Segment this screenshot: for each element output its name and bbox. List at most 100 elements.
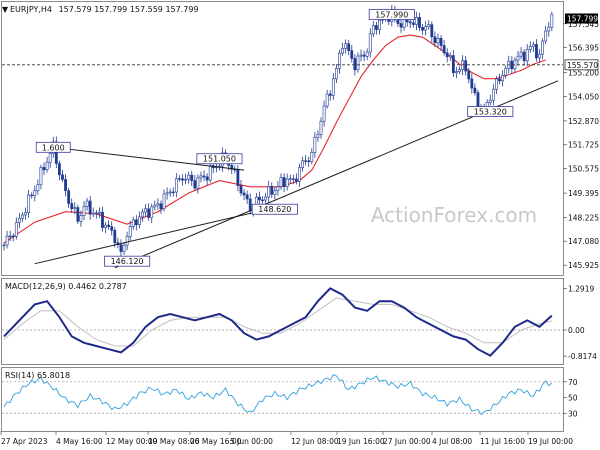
candle-body [273, 190, 277, 195]
x-tick-label: 11 Jul 16:00 [480, 437, 525, 446]
candle-body [301, 160, 304, 168]
candle-body [528, 46, 532, 50]
price-tick-label: 150.575 [568, 165, 599, 174]
candle-body [21, 214, 24, 219]
candle-body [516, 55, 520, 61]
candle-body [291, 178, 295, 180]
quote-label: 157.579 157.799 157.559 157.799 [59, 5, 199, 14]
price-tick-label: 154.050 [568, 92, 599, 101]
candle-body [359, 54, 363, 57]
candle-body [445, 52, 449, 58]
x-tick-label: 19 Jun 16:00 [337, 437, 385, 446]
price-annotation: 148.620 [258, 205, 291, 214]
candle-body [535, 44, 538, 59]
macd-title: MACD(12,26,9) 0.4462 0.2787 [5, 282, 127, 291]
candle-body [495, 78, 498, 90]
candle-body [270, 186, 274, 195]
candle-body [344, 43, 348, 49]
candle-body [45, 161, 49, 171]
candle-body [458, 69, 461, 72]
x-tick-label: 4 May 16:00 [56, 437, 103, 446]
macd-panel [1, 278, 564, 365]
candle-body [76, 207, 80, 222]
candle-body [141, 211, 144, 218]
price-title: EURJPY,H4 157.579 157.799 157.559 157.79… [10, 5, 199, 14]
candle-body [455, 71, 458, 74]
candle-body [14, 222, 18, 237]
candle-body [285, 178, 289, 187]
support-level-label: 155.570 [567, 61, 598, 70]
watermark: ActionForex.com [371, 203, 537, 227]
candle-body [424, 26, 428, 31]
candle-body [411, 22, 415, 25]
candle-body [98, 211, 101, 214]
price-tick-label: 145.925 [568, 261, 599, 270]
current-price-label: 157.799 [567, 14, 598, 23]
axis-layer: 157.545 156.395 155.200 154.050 152.870 151.7… [0, 13, 599, 446]
candle-body [307, 160, 311, 163]
candle-body [347, 43, 351, 51]
candle-body [134, 219, 138, 226]
rsi-line [3, 374, 553, 416]
candle-body [168, 191, 172, 194]
candle-body [64, 179, 67, 191]
candle-body [70, 203, 74, 210]
candle-body [208, 165, 212, 181]
candle-body [547, 26, 551, 32]
candle-body [33, 190, 37, 197]
candle-body [39, 167, 43, 186]
price-annotation-box [467, 106, 514, 117]
candle-body [150, 206, 154, 218]
candle-body [107, 224, 111, 227]
candle-body [313, 137, 317, 153]
candle-body [325, 93, 329, 107]
candle-body [488, 99, 492, 103]
candle-body [470, 78, 474, 89]
candle-body [85, 200, 89, 207]
candle-body [328, 93, 332, 96]
candle-body [131, 219, 135, 227]
candle-body [36, 184, 40, 192]
candle-body [239, 185, 243, 194]
candle-body [187, 174, 191, 180]
candle-body [162, 193, 166, 209]
candle-body [538, 53, 541, 59]
candle-body [467, 70, 471, 80]
candle-body [399, 23, 403, 28]
candle-body [531, 44, 535, 47]
candle-body [427, 24, 431, 27]
candle-body [519, 51, 523, 57]
rsi-tick-label: 30 [568, 409, 578, 418]
rsi-tick-label: 50 [568, 394, 578, 403]
x-tick-label: 26 May 16:00 [190, 437, 242, 446]
candle-body [171, 191, 175, 194]
candle-body [448, 55, 452, 58]
candle-body [205, 176, 209, 181]
candle-body [550, 14, 554, 28]
price-tick-label: 152.870 [568, 117, 599, 126]
candle-body [113, 230, 117, 243]
candle-body [541, 40, 545, 55]
price-tick-label: 155.200 [568, 69, 599, 78]
candle-body [73, 207, 77, 210]
candle-body [473, 87, 477, 94]
rsi-layer [2, 374, 563, 416]
candle-body [350, 50, 354, 59]
candle-body [368, 33, 372, 53]
candle-body [27, 194, 31, 213]
candle-body [17, 217, 21, 223]
candle-body [101, 211, 104, 228]
candle-body [258, 196, 261, 201]
candle-body [42, 167, 46, 171]
candle-body [362, 54, 366, 57]
candle-body [282, 177, 286, 187]
candle-body [421, 27, 424, 31]
candle-body [319, 120, 323, 135]
candle-body [128, 226, 132, 237]
candle-body [57, 163, 61, 176]
price-annotation-box [251, 203, 298, 215]
candle-body [261, 199, 264, 202]
candle-body [147, 208, 151, 218]
symbol-label: EURJPY,H4 [10, 5, 52, 14]
